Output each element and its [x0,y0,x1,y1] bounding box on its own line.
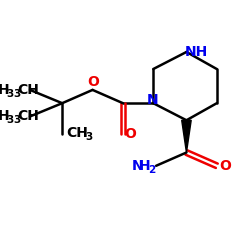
Text: 3: 3 [6,115,14,125]
Text: 3: 3 [13,89,20,99]
Text: 2: 2 [148,164,155,174]
Text: 3: 3 [6,89,14,99]
Text: H: H [0,110,9,124]
Text: H: H [0,83,9,97]
Text: CH: CH [66,126,88,140]
Text: O: O [88,75,100,89]
Text: N: N [146,93,158,107]
Text: H: H [139,159,150,173]
Text: 3: 3 [13,115,20,125]
Text: CH: CH [17,83,39,97]
Text: CH: CH [17,110,39,124]
Text: NH: NH [184,45,208,59]
Text: 3: 3 [85,132,92,142]
Text: O: O [220,159,231,173]
Text: O: O [124,126,136,140]
Polygon shape [182,120,191,152]
Text: N: N [131,159,143,173]
